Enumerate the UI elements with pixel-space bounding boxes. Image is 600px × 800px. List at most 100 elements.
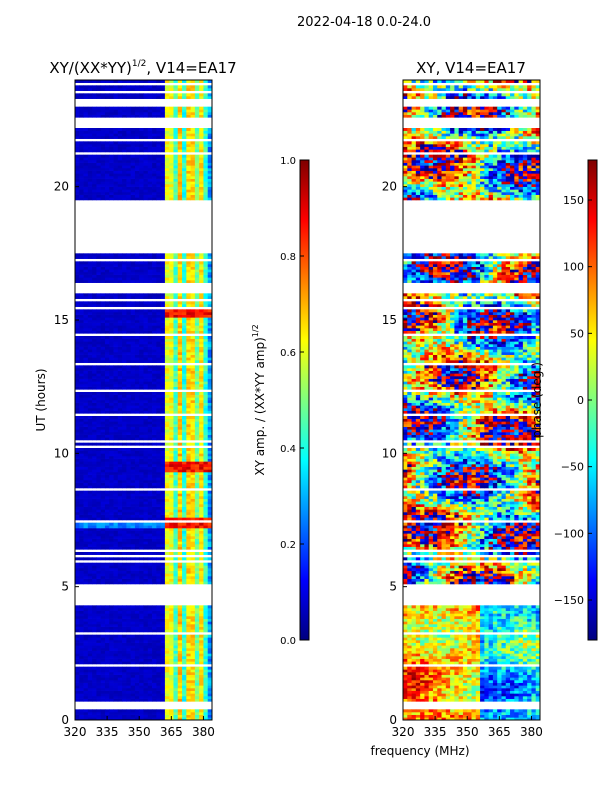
amplitude-cell [147, 354, 153, 358]
amplitude-cell [104, 557, 110, 561]
amplitude-cell [79, 378, 84, 382]
amplitude-cell [177, 525, 183, 529]
amplitude-cell [194, 552, 200, 555]
amplitude-cell [169, 357, 174, 361]
amplitude-cell [207, 381, 212, 385]
amplitude-cell [79, 512, 84, 515]
amplitude-cell [169, 317, 174, 321]
amplitude-cell [186, 397, 191, 401]
amplitude-cell [122, 416, 127, 419]
amplitude-cell [169, 189, 174, 193]
amplitude-cell [122, 464, 127, 467]
amplitude-cell [207, 416, 212, 419]
amplitude-cell [104, 565, 110, 569]
amplitude-cell [203, 501, 209, 505]
amplitude-cell [207, 642, 212, 646]
amplitude-cell [143, 562, 149, 566]
amplitude-cell [177, 696, 183, 699]
amplitude-cell [164, 381, 170, 385]
amplitude-cell [83, 325, 89, 329]
amplitude-cell [160, 512, 166, 515]
amplitude-cell [130, 186, 136, 190]
amplitude-cell [164, 648, 170, 651]
amplitude-cell [147, 685, 153, 689]
amplitude-heatmap[interactable] [75, 80, 212, 720]
amplitude-cell [207, 557, 212, 561]
amplitude-cell [164, 493, 170, 497]
amplitude-cell [152, 498, 157, 502]
amplitude-cell [173, 320, 179, 323]
amplitude-cell [113, 474, 119, 478]
amplitude-cell [87, 501, 93, 505]
amplitude-cell [164, 194, 170, 198]
amplitude-cell [104, 405, 110, 409]
amplitude-cell [139, 514, 144, 518]
amplitude-cell [96, 330, 102, 334]
amplitude-cell [199, 634, 204, 638]
amplitude-cell [182, 666, 187, 670]
amplitude-cell [160, 605, 166, 609]
amplitude-cell [156, 493, 162, 497]
amplitude-cell [113, 541, 119, 545]
amplitude-cell [139, 525, 144, 529]
amplitude-cell [134, 501, 140, 505]
amplitude-cell [203, 514, 209, 518]
amplitude-cell [75, 634, 80, 638]
amplitude-cell [207, 474, 212, 478]
amplitude-cell [130, 293, 136, 297]
amplitude-cell [130, 346, 136, 350]
amplitude-cell [113, 274, 119, 278]
amplitude-cell [143, 197, 149, 201]
amplitude-cell [87, 304, 93, 307]
amplitude-cell [104, 168, 110, 171]
amplitude-cell [143, 640, 149, 643]
amplitude-cell [139, 320, 144, 323]
amplitude-cell [164, 272, 170, 275]
amplitude-cell [160, 525, 166, 529]
amplitude-cell [177, 509, 183, 513]
amplitude-cell [130, 629, 136, 633]
amplitude-cell [96, 624, 102, 627]
amplitude-cell [130, 485, 136, 489]
amplitude-cell [104, 277, 110, 281]
amplitude-cell [130, 322, 136, 326]
figure-suptitle: 2022-04-18 0.0-24.0 [297, 15, 431, 30]
amplitude-cell [96, 312, 102, 315]
amplitude-cell [96, 336, 102, 339]
amplitude-cell [126, 184, 132, 187]
amplitude-cell [177, 392, 183, 395]
amplitude-cell [113, 685, 119, 689]
amplitude-cell [207, 541, 212, 545]
amplitude-cell [75, 693, 80, 697]
amplitude-cell [130, 394, 136, 398]
amplitude-cell [109, 448, 114, 451]
amplitude-cell [169, 661, 174, 665]
amplitude-cell [207, 570, 212, 574]
amplitude-cell [79, 280, 84, 283]
amplitude-cell [130, 661, 136, 665]
amplitude-cell [79, 605, 84, 609]
amplitude-cell [122, 392, 127, 395]
amplitude-cell [169, 450, 174, 454]
amplitude-cell [87, 685, 93, 689]
amplitude-cell [79, 442, 84, 446]
amplitude-cell [109, 541, 114, 545]
amplitude-cell [147, 472, 153, 475]
amplitude-cell [190, 490, 196, 494]
amplitude-cell [117, 296, 123, 299]
amplitude-cell [113, 173, 119, 177]
amplitude-cell [96, 506, 102, 510]
amplitude-cell [113, 629, 119, 633]
amplitude-cell [160, 653, 166, 657]
amplitude-cell [100, 173, 106, 177]
amplitude-cell [199, 512, 204, 515]
amplitude-cell [194, 472, 200, 475]
amplitude-cell [194, 666, 200, 670]
amplitude-cell [134, 562, 140, 566]
amplitude-cell [126, 672, 132, 675]
amplitude-cell [203, 610, 209, 614]
amplitude-cell [92, 506, 97, 510]
amplitude-cell [104, 192, 110, 195]
amplitude-cell [130, 690, 136, 694]
amplitude-cell [87, 189, 93, 193]
